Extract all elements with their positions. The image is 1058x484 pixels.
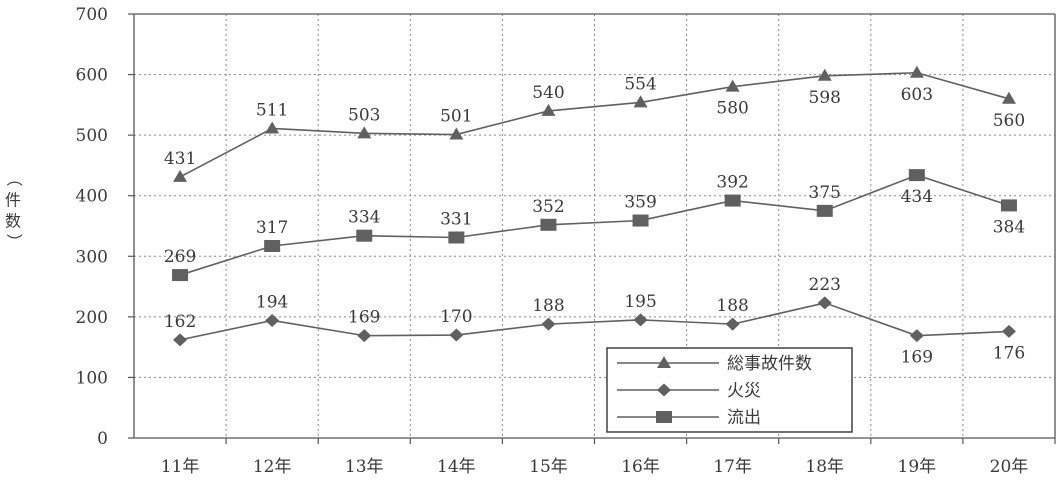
data-label: 223 [809, 275, 841, 295]
data-point [909, 329, 924, 343]
y-axis-label-char: 件 [5, 191, 21, 210]
data-point [816, 204, 833, 217]
x-tick-label: 16年 [621, 457, 660, 477]
data-label: 188 [532, 296, 564, 316]
series-3: 269 317 334 331 352 359 392 375 434 384 [164, 169, 1025, 282]
legend-label: 火災 [727, 381, 761, 401]
data-point [633, 95, 648, 108]
data-point [173, 169, 188, 182]
data-point [265, 121, 280, 134]
data-label: 384 [993, 217, 1025, 237]
y-tick-label: 400 [76, 187, 108, 207]
data-point [541, 103, 556, 116]
y-tick-label: 0 [97, 429, 108, 449]
data-label: 269 [164, 247, 196, 267]
data-point [909, 65, 924, 78]
data-label: 431 [164, 149, 196, 169]
data-point [264, 239, 281, 252]
data-point [173, 333, 188, 347]
x-tick-label: 12年 [253, 457, 292, 477]
data-point [724, 194, 741, 207]
y-tick-label: 500 [76, 126, 108, 146]
legend-marker [656, 411, 672, 423]
data-label: 580 [716, 99, 748, 119]
data-label: 501 [440, 107, 472, 127]
x-tick-label: 14年 [437, 457, 476, 477]
data-point [448, 231, 465, 244]
data-point [540, 218, 557, 231]
x-tick-label: 15年 [529, 457, 568, 477]
data-point [1001, 91, 1016, 104]
y-tick-label: 300 [76, 247, 108, 267]
series-line [179, 302, 1009, 341]
data-label: 331 [440, 210, 472, 230]
data-label: 560 [993, 111, 1025, 131]
data-label: 598 [809, 88, 841, 108]
data-label: 554 [624, 74, 656, 94]
series-line [179, 174, 1010, 276]
data-label: 176 [993, 343, 1025, 363]
x-tick-label: 13年 [345, 457, 384, 477]
y-tick-label: 100 [76, 368, 108, 388]
data-label: 603 [901, 85, 933, 105]
data-label: 162 [164, 312, 196, 332]
data-point [908, 169, 925, 182]
data-point [725, 317, 740, 331]
legend-marker [657, 356, 671, 368]
data-label: 169 [348, 308, 380, 328]
data-point [172, 269, 189, 282]
data-label: 188 [716, 296, 748, 316]
data-label: 170 [440, 307, 472, 327]
series-2: 162 194 169 170 188 195 188 223 169 176 [164, 275, 1025, 368]
data-label: 334 [348, 208, 380, 228]
data-label: 195 [624, 292, 656, 312]
data-point [633, 313, 648, 327]
data-point [541, 317, 556, 331]
legend-marker [657, 383, 671, 397]
data-label: 511 [256, 100, 288, 120]
series-line [179, 71, 1010, 178]
data-label: 317 [256, 218, 288, 238]
data-point [356, 229, 373, 242]
data-point [632, 214, 649, 227]
data-label: 434 [901, 187, 933, 207]
x-tick-label: 17年 [713, 457, 752, 477]
data-point [817, 296, 832, 310]
data-label: 194 [256, 292, 288, 312]
data-point [449, 328, 464, 342]
legend-label: 総事故件数 [727, 354, 812, 374]
y-tick-label: 600 [76, 66, 108, 86]
data-point [1000, 199, 1017, 212]
data-point [817, 68, 832, 81]
x-tick-label: 11年 [161, 457, 200, 477]
legend-label: 流出 [727, 408, 761, 428]
data-label: 352 [532, 197, 564, 217]
data-point [1001, 324, 1016, 338]
x-tick-label: 19年 [898, 457, 937, 477]
data-point [357, 126, 372, 139]
x-tick-label: 18年 [805, 457, 844, 477]
y-tick-label: 200 [76, 308, 108, 328]
data-label: 169 [901, 348, 933, 368]
y-tick-label: 700 [76, 5, 108, 25]
series-1: 431 511 503 501 540 554 580 598 603 560 [164, 65, 1025, 182]
data-label: 503 [348, 105, 380, 125]
y-axis-label-char: （ [5, 170, 24, 186]
data-label: 540 [532, 83, 564, 103]
data-label: 359 [624, 193, 656, 213]
data-point [357, 329, 372, 343]
x-tick-label: 20年 [990, 457, 1029, 477]
data-point [265, 313, 280, 327]
data-point [725, 79, 740, 92]
data-label: 375 [809, 183, 841, 203]
data-point [449, 127, 464, 140]
y-axis-label-char: 数 [5, 212, 21, 231]
y-axis-label-char: ） [5, 233, 24, 249]
data-label: 392 [716, 173, 748, 193]
y-axis-label: （ 件数 ） [5, 170, 24, 249]
